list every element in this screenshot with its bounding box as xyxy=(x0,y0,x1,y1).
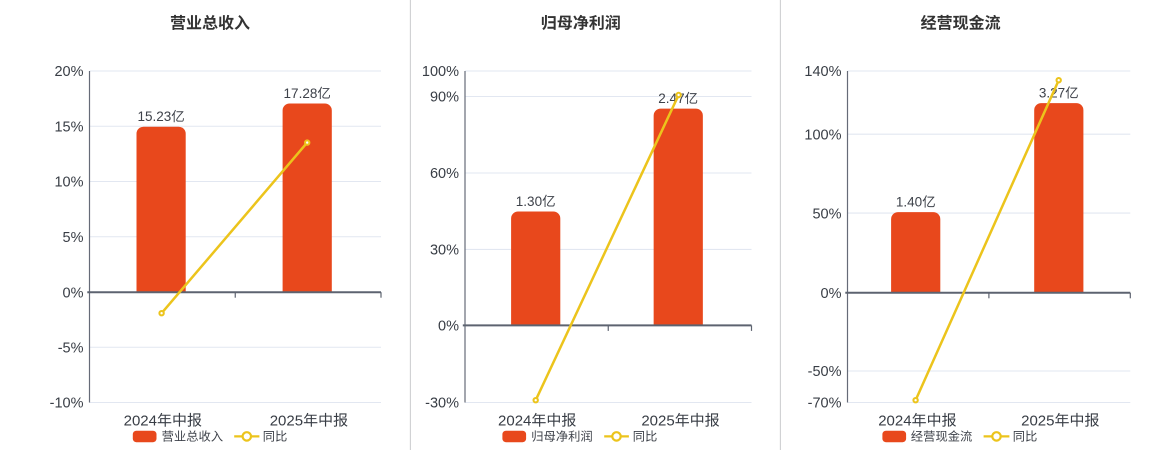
svg-text:15.23: 15.23 xyxy=(137,109,171,124)
svg-text:2025: 2025 xyxy=(641,413,674,430)
svg-text:0%: 0% xyxy=(438,319,459,335)
svg-text:1.40: 1.40 xyxy=(896,195,922,210)
svg-text:50%: 50% xyxy=(812,206,841,222)
svg-text:5%: 5% xyxy=(63,230,84,246)
svg-text:0%: 0% xyxy=(821,286,842,302)
svg-text:10%: 10% xyxy=(54,175,83,191)
svg-text:2025: 2025 xyxy=(1021,413,1054,430)
svg-text:-10%: -10% xyxy=(50,396,84,412)
svg-text:2024: 2024 xyxy=(498,413,531,430)
svg-text:60%: 60% xyxy=(430,166,459,182)
svg-text:100%: 100% xyxy=(422,64,459,80)
svg-text:1.30: 1.30 xyxy=(516,194,542,209)
svg-text:2024: 2024 xyxy=(878,413,911,430)
svg-text:-30%: -30% xyxy=(425,396,459,412)
svg-text:2024: 2024 xyxy=(124,413,157,430)
svg-text:2025: 2025 xyxy=(270,413,303,430)
svg-text:90%: 90% xyxy=(430,90,459,106)
svg-text:0%: 0% xyxy=(63,285,84,301)
svg-text:30%: 30% xyxy=(430,243,459,259)
svg-text:20%: 20% xyxy=(54,64,83,80)
svg-text:-5%: -5% xyxy=(58,340,84,356)
svg-text:-50%: -50% xyxy=(808,364,842,380)
svg-text:17.28: 17.28 xyxy=(284,86,318,101)
svg-text:140%: 140% xyxy=(804,64,841,80)
svg-text:100%: 100% xyxy=(804,127,841,143)
svg-text:15%: 15% xyxy=(54,119,83,135)
svg-text:-70%: -70% xyxy=(808,396,842,412)
